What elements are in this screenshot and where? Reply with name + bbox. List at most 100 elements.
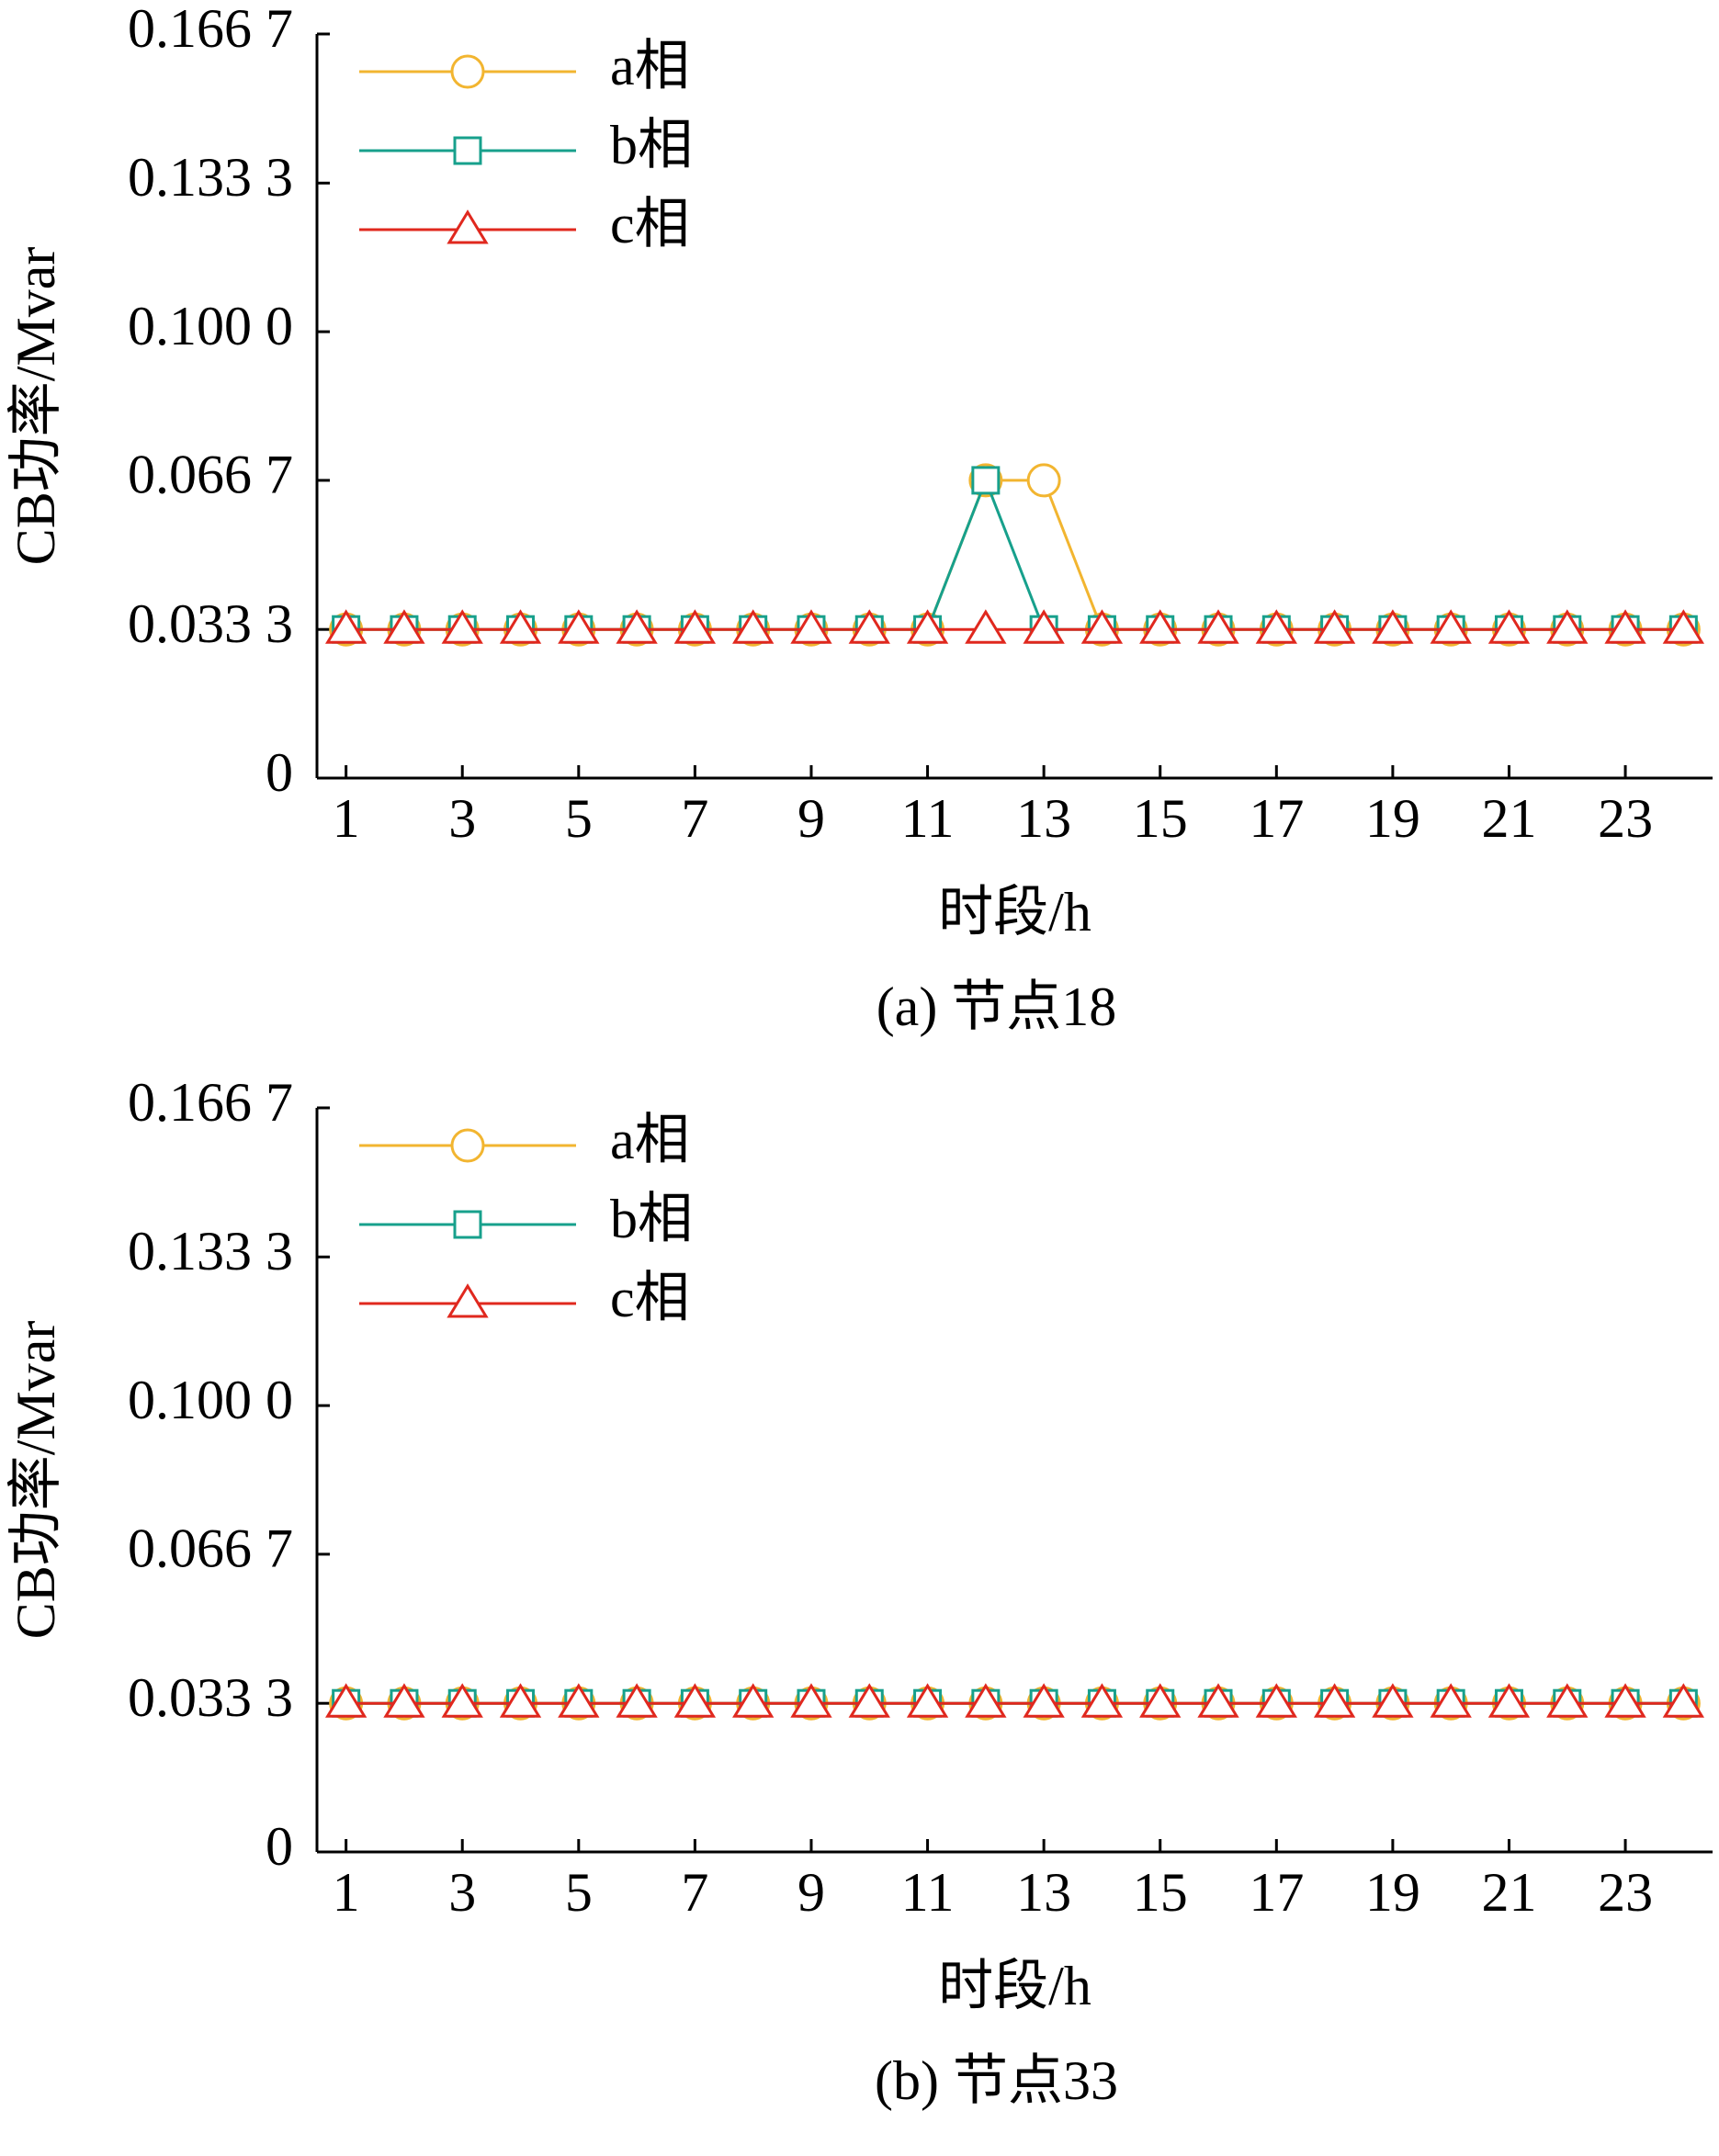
x-tick-label: 5 (565, 788, 593, 849)
marker (1372, 1683, 1414, 1718)
marker (790, 609, 832, 644)
marker (1023, 609, 1065, 644)
marker (1662, 1683, 1705, 1718)
x-tick-label: 23 (1598, 1862, 1653, 1923)
chart: 00.033 30.066 70.100 00.133 30.166 71 3 5 7… (6, 1072, 1713, 2111)
marker (1430, 609, 1472, 644)
legend-label: b相 (610, 115, 693, 175)
y-tick-label: 0.066 7 (128, 1518, 293, 1579)
marker (499, 1683, 542, 1718)
y-tick-label: 0.033 3 (128, 593, 293, 654)
legend-label: b相 (610, 1189, 693, 1249)
marker (1080, 1683, 1124, 1718)
marker (324, 609, 368, 644)
marker (1313, 1683, 1356, 1718)
marker (1197, 1683, 1239, 1718)
marker (1546, 1683, 1589, 1718)
y-tick-label: 0.066 7 (128, 445, 293, 505)
x-tick-label: 15 (1133, 788, 1188, 849)
x-tick-label: 21 (1481, 788, 1536, 849)
marker (965, 1683, 1007, 1718)
x-tick-label: 9 (797, 1862, 825, 1923)
marker (383, 1683, 425, 1718)
marker (1604, 1683, 1646, 1718)
marker (1080, 609, 1124, 644)
legend-label: c相 (610, 194, 690, 254)
legend-label: c相 (610, 1268, 690, 1328)
marker (1026, 463, 1061, 498)
y-tick-label: 0.166 7 (128, 1072, 293, 1133)
x-tick-label: 3 (448, 788, 476, 849)
x-tick-label: 23 (1598, 788, 1653, 849)
marker (1255, 609, 1297, 644)
y-tick-label: 0.133 3 (128, 147, 293, 208)
marker (453, 1210, 482, 1239)
marker (558, 1683, 600, 1718)
x-tick-label: 7 (681, 1862, 708, 1923)
marker (453, 136, 482, 165)
marker (447, 209, 489, 244)
marker (673, 1683, 717, 1718)
x-tick-label: 3 (448, 1862, 476, 1923)
x-tick-label: 11 (901, 1862, 955, 1923)
y-tick-label: 0.100 0 (128, 1370, 293, 1430)
marker (1197, 609, 1239, 644)
marker (906, 1683, 949, 1718)
marker (1313, 609, 1356, 644)
marker (1023, 1683, 1065, 1718)
marker (558, 609, 600, 644)
marker (499, 609, 542, 644)
legend-label: a相 (610, 36, 690, 96)
marker (732, 1683, 775, 1718)
marker (1487, 609, 1531, 644)
series-line (345, 476, 1684, 631)
marker (616, 1683, 658, 1718)
x-tick-label: 13 (1016, 788, 1071, 849)
marker (441, 1683, 483, 1718)
x-tick-label: 17 (1249, 788, 1304, 849)
marker (965, 609, 1007, 644)
marker (616, 609, 658, 644)
x-tick-label: 13 (1016, 1862, 1071, 1923)
x-axis-title: 时段/h (938, 1956, 1091, 2016)
marker (1139, 1683, 1182, 1718)
y-tick-label: 0 (266, 742, 293, 803)
marker (1139, 609, 1182, 644)
chart: 00.033 30.066 70.100 00.133 30.166 71 3 5 7… (6, 0, 1713, 1037)
marker (450, 1128, 485, 1163)
marker (790, 1683, 832, 1718)
caption: (b) 节点33 (875, 2050, 1118, 2111)
marker (450, 54, 485, 89)
x-tick-label: 1 (333, 1862, 360, 1923)
marker (324, 1683, 368, 1718)
marker (383, 609, 425, 644)
x-tick-label: 11 (901, 788, 955, 849)
marker (848, 1683, 890, 1718)
x-tick-label: 1 (333, 788, 360, 849)
marker (1255, 1683, 1297, 1718)
marker (1662, 609, 1705, 644)
y-tick-label: 0.166 7 (128, 0, 293, 59)
marker (1487, 1683, 1531, 1718)
y-axis-title: CB功率/Mvar (6, 1321, 66, 1640)
x-tick-label: 5 (565, 1862, 593, 1923)
marker (447, 1283, 489, 1318)
marker (906, 609, 949, 644)
marker (441, 609, 483, 644)
x-tick-label: 15 (1133, 1862, 1188, 1923)
marker (673, 609, 717, 644)
marker (1546, 609, 1589, 644)
y-tick-label: 0.100 0 (128, 296, 293, 356)
x-tick-label: 19 (1365, 1862, 1420, 1923)
marker (971, 466, 1001, 495)
y-axis-title: CB功率/Mvar (6, 247, 66, 566)
x-tick-label: 17 (1249, 1862, 1304, 1923)
marker (1372, 609, 1414, 644)
x-axis-title: 时段/h (938, 882, 1091, 943)
legend-label: a相 (610, 1110, 690, 1170)
x-tick-label: 7 (681, 788, 708, 849)
marker (1604, 609, 1646, 644)
y-tick-label: 0.033 3 (128, 1667, 293, 1728)
x-tick-label: 19 (1365, 788, 1420, 849)
